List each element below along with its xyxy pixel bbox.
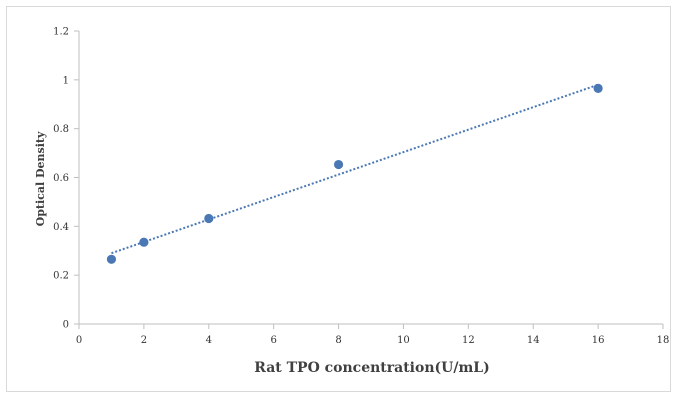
data-point: [204, 213, 214, 224]
x-axis-title: Rat TPO concentration(U/mL): [254, 360, 489, 376]
x-tick-label: 10: [397, 335, 410, 346]
y-tick-label: 0.6: [53, 173, 69, 184]
chart-svg: Rat TPO concentration(U/mL) Optical Dens…: [34, 27, 669, 377]
x-tick-label: 16: [592, 335, 605, 346]
trend-layer: [111, 83, 599, 255]
data-point: [333, 159, 344, 170]
chart-frame: Rat TPO concentration(U/mL) Optical Dens…: [6, 6, 671, 392]
x-tick-label: 18: [657, 335, 670, 346]
y-tick-label: 1: [63, 75, 69, 86]
x-tick-label: 0: [76, 335, 82, 346]
trendline: [111, 83, 599, 255]
x-tick-label: 8: [335, 335, 341, 346]
labels-layer: Rat TPO concentration(U/mL) Optical Dens…: [34, 27, 669, 377]
y-tick-label: 0.2: [53, 271, 69, 282]
y-axis-title: Optical Density: [34, 131, 47, 226]
x-tick-label: 4: [206, 335, 212, 346]
x-tick-label: 2: [141, 335, 147, 346]
x-tick-label: 6: [270, 335, 276, 346]
data-point: [593, 83, 603, 93]
data-point: [139, 237, 149, 247]
data-point: [106, 254, 117, 264]
points-layer: [106, 83, 603, 264]
y-tick-label: 0.4: [53, 222, 69, 233]
y-tick-label: 0.8: [53, 124, 69, 135]
x-tick-label: 14: [527, 335, 540, 346]
y-tick-label: 0: [63, 320, 69, 331]
y-tick-label: 1.2: [53, 27, 69, 38]
axes-layer: [74, 30, 664, 329]
x-tick-label: 12: [462, 335, 475, 346]
